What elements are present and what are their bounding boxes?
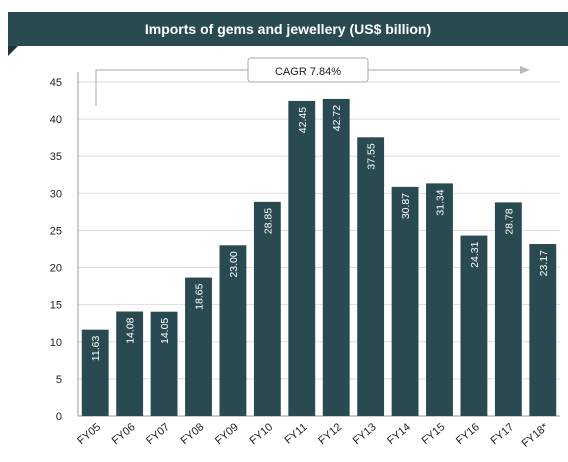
bar <box>150 311 178 416</box>
bar <box>322 98 350 416</box>
y-tick-label: 5 <box>56 374 62 386</box>
x-tick-label: FY14 <box>385 421 413 447</box>
bar-value-label: 14.08 <box>125 317 137 343</box>
bar <box>116 311 144 416</box>
grid-lines <box>78 81 560 417</box>
x-tick-label: FY09 <box>213 421 241 447</box>
bar <box>185 277 212 416</box>
y-tick-label: 15 <box>50 300 62 312</box>
bar-value-label: 24.31 <box>469 241 481 267</box>
y-tick-label: 30 <box>50 188 62 200</box>
bar-value-label: 30.87 <box>400 193 412 219</box>
y-tick-label: 20 <box>50 263 62 275</box>
y-tick-label: 10 <box>50 337 62 349</box>
bar-value-label: 42.45 <box>297 107 309 133</box>
bar-value-label: 28.85 <box>262 208 274 234</box>
bar-value-label: 31.34 <box>435 189 447 215</box>
bar <box>391 186 419 416</box>
x-tick-label: FY07 <box>144 421 172 447</box>
y-tick-label: 35 <box>50 151 62 163</box>
bar-value-label: 18.65 <box>194 283 206 309</box>
cagr-arrow-line <box>95 69 520 106</box>
bars: 11.63 14.08 14.05 18.65 23.00 28.85 42.45 42.72… <box>81 98 557 416</box>
x-tick-label: FY13 <box>351 421 379 447</box>
bar-value-label: 14.05 <box>159 318 171 344</box>
x-tick-label: FY17 <box>488 421 516 447</box>
bar-value-label: 28.78 <box>503 208 515 234</box>
x-tick-label: FY05 <box>75 421 103 447</box>
bar-value-label: 42.72 <box>331 105 343 131</box>
cagr-arrow-head <box>520 66 530 74</box>
bar-value-label: 23.17 <box>538 250 550 276</box>
y-tick-label: 45 <box>50 77 62 89</box>
x-axis: FY05 FY06 FY07 FY08 FY09 FY10 FY11 FY12 FY13 FY14… <box>75 421 551 450</box>
chart-title: Imports of gems and jewellery (US$ billi… <box>144 21 432 37</box>
bar <box>253 201 281 416</box>
y-tick-label: 25 <box>50 225 62 237</box>
y-tick-label: 40 <box>50 114 62 126</box>
x-tick-label: FY11 <box>282 421 309 447</box>
bar <box>357 137 385 416</box>
bar-value-label: 37.55 <box>366 143 378 169</box>
chart-title-bar: Imports of gems and jewellery (US$ billi… <box>8 12 568 46</box>
cagr-annotation: CAGR 7.84% <box>95 57 530 106</box>
cagr-label-box <box>247 57 369 83</box>
bar-value-label: 11.63 <box>90 336 102 362</box>
bar <box>426 183 453 416</box>
bar-value-label: 23.00 <box>228 251 240 277</box>
bar <box>81 329 109 416</box>
x-tick-label: FY15 <box>420 421 448 447</box>
y-axis: 0 5 10 15 20 25 30 35 40 45 <box>50 72 79 423</box>
x-tick-label: FY10 <box>247 421 275 447</box>
title-bar-fold <box>8 46 18 56</box>
bar <box>460 235 488 416</box>
x-tick-label: FY08 <box>179 421 207 447</box>
bar <box>494 202 522 416</box>
x-tick-label: FY18* <box>520 421 552 450</box>
bar <box>288 100 316 416</box>
y-tick-label: 0 <box>56 411 62 423</box>
bar <box>219 245 247 416</box>
x-tick-label: FY06 <box>110 421 138 447</box>
bar <box>529 244 557 416</box>
x-tick-label: FY12 <box>316 421 344 447</box>
x-tick-label: FY16 <box>454 421 482 447</box>
cagr-label: CAGR 7.84% <box>275 66 341 78</box>
